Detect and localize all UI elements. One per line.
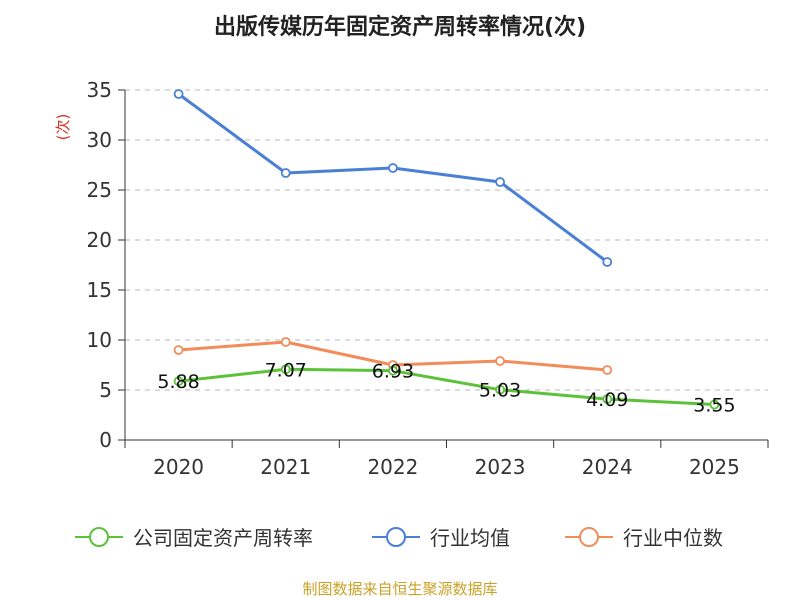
series-0-point: [280, 364, 291, 375]
y-axis-unit-label: (次): [54, 114, 72, 141]
chart-title: 出版传媒历年固定资产周转率情况(次): [214, 14, 586, 40]
legend-marker: [89, 527, 109, 547]
series-1-point: [173, 89, 184, 99]
series-0-point: [709, 399, 720, 410]
x-tick-label: 2024: [582, 455, 633, 479]
series-0-point: [495, 384, 505, 395]
series-2-point: [602, 365, 613, 375]
y-tick-label: 10: [87, 328, 112, 352]
x-tick-label: 2021: [260, 455, 311, 479]
source-note: 制图数据来自恒生聚源数据库: [302, 580, 497, 598]
data-label: 3.55: [693, 395, 735, 417]
series-2-point: [280, 337, 291, 347]
legend: 公司固定资产周转率 行业均值 行业中位数: [75, 526, 723, 550]
y-tick-label: 35: [87, 78, 112, 102]
y-tick-label: 15: [87, 278, 112, 302]
series-1-point: [495, 177, 505, 187]
x-tick-label: 2020: [153, 455, 204, 479]
legend-marker: [386, 527, 406, 547]
y-tick-label: 5: [99, 378, 112, 402]
data-label: 7.07: [265, 359, 307, 381]
legend-label: 行业均值: [430, 526, 510, 550]
series-0-point: [388, 365, 398, 376]
x-tick-label: 2023: [475, 455, 526, 479]
y-tick-label: 0: [99, 428, 112, 452]
y-tick-label: 30: [87, 128, 112, 152]
series-1-point: [280, 168, 291, 178]
y-tick-label: 20: [87, 228, 112, 252]
data-label: 5.03: [479, 380, 521, 402]
series-layer: [173, 89, 720, 410]
series-1-point: [602, 257, 613, 267]
grid-lines: [125, 89, 768, 391]
series-0-point: [173, 376, 184, 387]
data-label: 6.93: [372, 361, 414, 383]
series-2-point: [173, 345, 184, 355]
series-1-point: [388, 163, 398, 173]
series-line-1: [177, 92, 609, 264]
series-line-0: [178, 367, 715, 406]
y-tick-label: 25: [87, 178, 112, 202]
legend-marker: [579, 527, 599, 547]
x-tick-label: 2022: [367, 455, 418, 479]
x-tick-label: 2025: [689, 455, 740, 479]
data-label: 5.88: [157, 371, 199, 393]
data-labels: 5.88 7.07 6.93 5.03 4.09 3.55: [157, 359, 735, 416]
series-0-point: [602, 394, 613, 405]
data-label: 4.09: [586, 389, 628, 411]
legend-label: 行业中位数: [623, 526, 723, 550]
legend-label: 公司固定资产周转率: [133, 526, 313, 550]
series-2-point: [495, 356, 505, 366]
